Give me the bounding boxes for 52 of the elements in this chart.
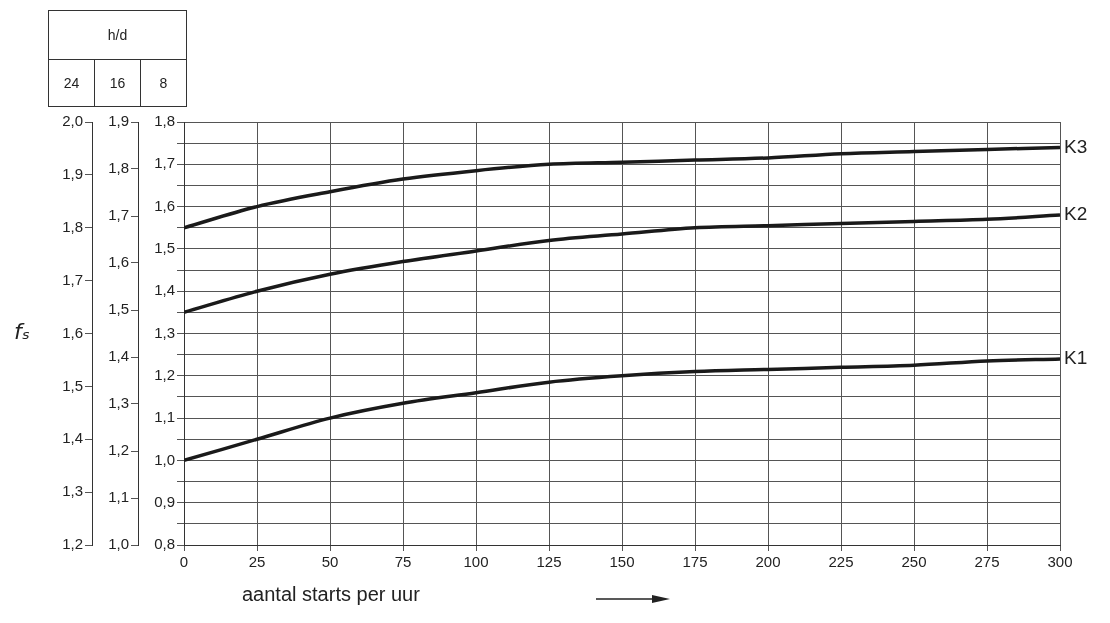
x-tick-label: 125	[536, 553, 562, 571]
series-label: K1	[1064, 347, 1088, 369]
x-tick-label: 150	[609, 553, 635, 571]
text: h/d	[48, 10, 187, 60]
x-tick-label: 25	[248, 553, 266, 571]
y3-tick-label: 1,7	[62, 270, 83, 288]
x-axis-title: aantal starts per uur	[242, 583, 420, 606]
series-label: K2	[1064, 203, 1088, 225]
y2-tick-label: 1,2	[108, 441, 129, 459]
y3-tick-label: 1,5	[62, 376, 83, 394]
x-tick-label: 300	[1047, 553, 1073, 571]
y2-tick-label: 1,8	[108, 159, 129, 177]
x-tick-label: 250	[901, 553, 927, 571]
y-tick-label: 0,9	[154, 492, 175, 510]
y-tick-label: 1,8	[154, 112, 175, 130]
y2-tick-label: 1,5	[108, 300, 129, 318]
y-tick-label: 1,4	[154, 281, 175, 299]
y2-tick-label: 1,1	[108, 488, 129, 506]
x-tick-label: 0	[179, 553, 189, 571]
x-tick-label: 50	[321, 553, 339, 571]
y-tick-label: 1,5	[154, 239, 175, 257]
y-tick-label: 0,8	[154, 535, 175, 553]
text: 24	[48, 59, 95, 107]
x-tick-label: 100	[463, 553, 489, 571]
y-tick-label: 1,0	[154, 450, 175, 468]
y3-tick-label: 1,6	[62, 323, 83, 341]
y3-tick-label: 1,4	[62, 429, 83, 447]
y-tick-label: 1,7	[154, 154, 175, 172]
y2-tick-label: 1,3	[108, 394, 129, 412]
y3-tick-label: 1,9	[62, 165, 83, 183]
y2-tick-label: 1,6	[108, 253, 129, 271]
x-tick-label: 75	[394, 553, 412, 571]
y2-tick-label: 1,0	[108, 535, 129, 553]
y-tick-label: 1,3	[154, 323, 175, 341]
y-tick-label: 1,1	[154, 408, 175, 426]
text: 8	[140, 59, 187, 107]
y-tick-label: 1,6	[154, 196, 175, 214]
y2-tick-label: 1,4	[108, 347, 129, 365]
y3-tick-label: 1,2	[62, 535, 83, 553]
x-tick-label: 200	[755, 553, 781, 571]
y3-axis-title: fₛ	[14, 319, 30, 345]
y3-tick-label: 1,8	[62, 217, 83, 235]
x-tick-label: 275	[974, 553, 1000, 571]
x-tick-label: 175	[682, 553, 708, 571]
y2-tick-label: 1,7	[108, 206, 129, 224]
series-label: K3	[1064, 135, 1088, 157]
y2-tick-label: 1,9	[108, 112, 129, 130]
text: 16	[94, 59, 141, 107]
y3-tick-label: 1,3	[62, 482, 83, 500]
y-tick-label: 1,2	[154, 365, 175, 383]
y3-tick-label: 2,0	[62, 112, 83, 130]
x-tick-label: 225	[828, 553, 854, 571]
